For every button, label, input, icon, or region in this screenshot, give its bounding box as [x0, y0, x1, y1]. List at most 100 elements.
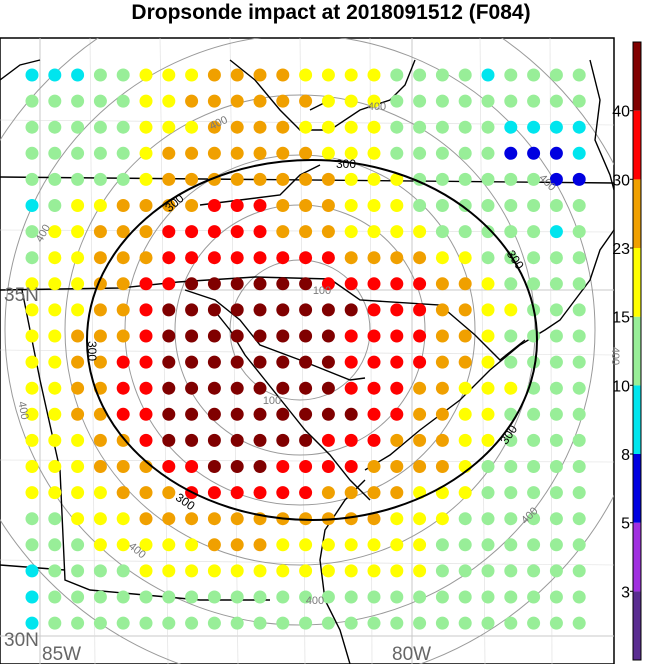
- impact-dot: [321, 433, 335, 447]
- impact-dot: [207, 564, 221, 578]
- impact-dot: [139, 355, 153, 369]
- impact-dot: [230, 381, 244, 395]
- impact-dot: [139, 590, 153, 604]
- impact-dot: [367, 303, 381, 317]
- impact-dot: [139, 486, 153, 500]
- impact-dot: [527, 460, 541, 473]
- impact-dot: [321, 486, 335, 500]
- impact-dot: [230, 355, 244, 369]
- impact-dot: [435, 329, 449, 343]
- impact-dot: [572, 460, 586, 473]
- impact-dot: [207, 616, 221, 630]
- impact-dot: [25, 616, 39, 630]
- impact-dot: [48, 68, 62, 82]
- impact-dot: [367, 94, 381, 108]
- impact-dot: [185, 303, 199, 317]
- impact-dot: [185, 68, 199, 82]
- impact-dot: [299, 590, 313, 604]
- impact-dot: [481, 538, 495, 552]
- impact-dot: [458, 277, 472, 291]
- impact-dot: [48, 538, 62, 552]
- impact-dot: [527, 486, 541, 500]
- impact-dot: [162, 120, 176, 134]
- impact-dot: [572, 564, 586, 578]
- impact-dot: [71, 120, 85, 134]
- impact-dot: [572, 146, 586, 160]
- impact-dot: [207, 355, 221, 369]
- colorbar-tick-label: 15: [612, 310, 630, 327]
- impact-dot: [116, 460, 130, 473]
- impact-dot: [413, 94, 427, 108]
- impact-dot: [458, 120, 472, 134]
- impact-dot: [321, 277, 335, 291]
- impact-dot: [276, 564, 290, 578]
- impact-dot: [321, 303, 335, 317]
- colorbar-segment: [633, 591, 641, 660]
- impact-dot: [572, 329, 586, 343]
- impact-dot: [185, 329, 199, 343]
- impact-dot: [185, 381, 199, 395]
- impact-dot: [48, 564, 62, 578]
- impact-dot: [390, 251, 404, 265]
- impact-dot: [48, 303, 62, 317]
- impact-dot: [71, 590, 85, 604]
- impact-dot: [344, 94, 358, 108]
- impact-dot: [413, 303, 427, 317]
- impact-dot: [162, 512, 176, 526]
- impact-dot: [572, 538, 586, 552]
- impact-dot: [276, 68, 290, 82]
- impact-dot: [162, 225, 176, 239]
- impact-dot: [139, 433, 153, 447]
- impact-dot: [48, 460, 62, 473]
- impact-dot: [435, 120, 449, 134]
- impact-dot: [344, 460, 358, 473]
- impact-dot: [549, 538, 563, 552]
- impact-dot: [48, 94, 62, 108]
- impact-dot: [299, 303, 313, 317]
- impact-dot: [344, 199, 358, 212]
- impact-dot: [71, 616, 85, 630]
- impact-dot: [116, 303, 130, 317]
- impact-dot: [25, 486, 39, 500]
- impact-dot: [367, 538, 381, 552]
- impact-dot: [139, 120, 153, 134]
- impact-dot: [276, 225, 290, 239]
- impact-dot: [230, 616, 244, 630]
- impact-dot: [71, 355, 85, 369]
- impact-dot: [299, 460, 313, 473]
- impact-dot: [299, 407, 313, 421]
- impact-dot: [435, 512, 449, 526]
- impact-dot: [481, 329, 495, 343]
- impact-dot: [230, 564, 244, 578]
- impact-dot: [93, 329, 107, 343]
- impact-dot: [276, 590, 290, 604]
- impact-dot: [435, 590, 449, 604]
- impact-dot: [549, 590, 563, 604]
- impact-dot: [48, 590, 62, 604]
- impact-dot: [435, 199, 449, 212]
- impact-dot: [344, 355, 358, 369]
- impact-dot: [321, 94, 335, 108]
- impact-dot: [458, 564, 472, 578]
- impact-dot: [549, 486, 563, 500]
- impact-dot: [549, 512, 563, 526]
- impact-dot: [71, 251, 85, 265]
- impact-dot: [185, 94, 199, 108]
- impact-dot: [230, 407, 244, 421]
- colorbar-tick-label: 3: [621, 584, 630, 601]
- impact-dot: [93, 68, 107, 82]
- impact-dot: [185, 172, 199, 186]
- impact-dot: [481, 616, 495, 630]
- impact-dot: [162, 538, 176, 552]
- impact-dot: [185, 407, 199, 421]
- impact-dot: [481, 251, 495, 265]
- impact-dot: [527, 251, 541, 265]
- impact-dot: [413, 512, 427, 526]
- impact-dot: [276, 277, 290, 291]
- impact-dot: [25, 277, 39, 291]
- impact-dot: [276, 303, 290, 317]
- impact-dot: [344, 616, 358, 630]
- impact-dot: [527, 407, 541, 421]
- impact-dot: [116, 172, 130, 186]
- impact-dot: [230, 199, 244, 212]
